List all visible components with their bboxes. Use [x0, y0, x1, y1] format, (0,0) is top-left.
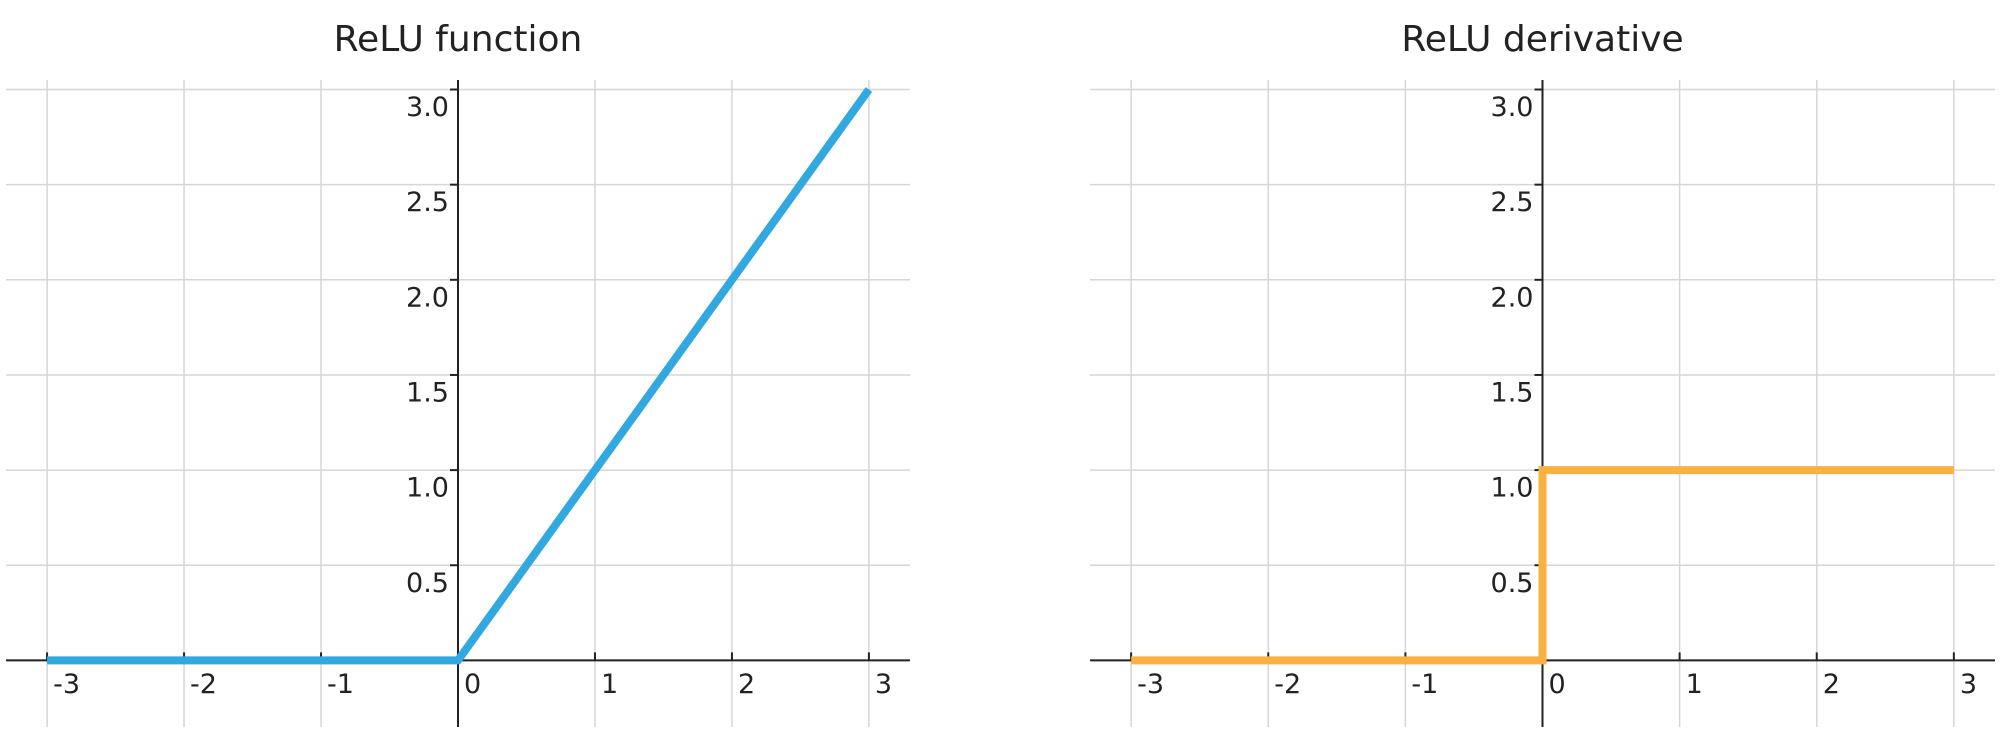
x-tick-label: -2 [1274, 669, 1301, 700]
y-tick-label: 1.5 [1491, 377, 1534, 408]
y-tick-label: 3.0 [406, 92, 449, 123]
x-tick-label: 0 [464, 669, 481, 700]
x-tick-label: -3 [1137, 669, 1164, 700]
x-tick-label: -1 [327, 669, 354, 700]
y-tick-label: 1.0 [1491, 473, 1534, 504]
x-tick-label: 2 [738, 669, 755, 700]
x-tick-label: -1 [1411, 669, 1438, 700]
y-tick-label: 3.0 [1491, 92, 1534, 123]
line [47, 87, 873, 665]
chart-title: ReLU derivative [1401, 19, 1683, 60]
y-tick-label: 2.5 [406, 187, 449, 218]
x-tick-label: 1 [601, 669, 618, 700]
line [1131, 466, 1954, 665]
x-tick-label: 3 [1960, 669, 1977, 700]
y-tick-label: 0.5 [1491, 568, 1534, 599]
y-tick-label: 2.0 [406, 282, 449, 313]
x-tick-label: -2 [190, 669, 217, 700]
y-tick-label: 0.5 [406, 568, 449, 599]
y-tick-label: 2.0 [1491, 282, 1534, 313]
x-tick-label: 1 [1686, 669, 1703, 700]
x-tick-label: 0 [1549, 669, 1566, 700]
y-tick-label: 1.0 [406, 473, 449, 504]
x-tick-label: -3 [53, 669, 80, 700]
x-tick-label: 2 [1823, 669, 1840, 700]
x-tick-label: 3 [875, 669, 892, 700]
y-tick-label: 1.5 [406, 377, 449, 408]
chart-title: ReLU function [334, 19, 583, 60]
y-tick-label: 2.5 [1491, 187, 1534, 218]
